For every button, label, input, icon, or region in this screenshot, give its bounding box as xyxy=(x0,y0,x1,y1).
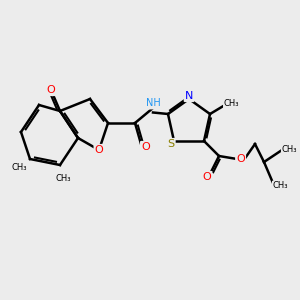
Text: O: O xyxy=(141,142,150,152)
Text: N: N xyxy=(185,91,193,101)
Text: O: O xyxy=(46,85,56,95)
Text: NH: NH xyxy=(146,98,160,109)
Text: CH₃: CH₃ xyxy=(12,164,27,172)
Text: CH₃: CH₃ xyxy=(273,182,288,190)
Text: O: O xyxy=(202,172,211,182)
Text: O: O xyxy=(236,154,245,164)
Text: O: O xyxy=(94,145,103,155)
Text: CH₃: CH₃ xyxy=(224,99,239,108)
Text: CH₃: CH₃ xyxy=(282,146,297,154)
Text: S: S xyxy=(167,139,175,149)
Text: CH₃: CH₃ xyxy=(55,174,71,183)
